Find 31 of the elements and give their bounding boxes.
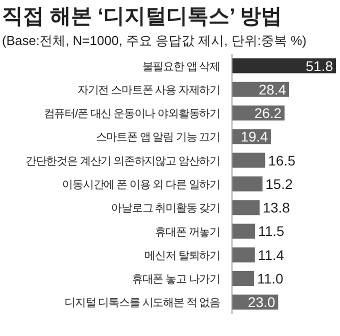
bar <box>232 247 255 262</box>
data-label: 13.8 <box>262 200 290 216</box>
bar <box>232 270 254 286</box>
y-tick-label: 스마트폰 앱 알림 기능 끄기 <box>96 132 220 144</box>
bar <box>232 224 256 239</box>
bar <box>232 58 336 74</box>
y-tick-label: 컴퓨터/폰 대신 운동이나 야외활동하기 <box>44 108 220 120</box>
bar <box>232 200 260 216</box>
y-tick-label: 메신저 탈퇴하기 <box>144 250 220 262</box>
data-label: 19.4 <box>240 128 268 145</box>
y-tick-label: 불필요한 앱 삭제 <box>142 60 220 73</box>
y-tick-label: 이동시간에 폰 이용 외 다른 일하기 <box>62 179 220 191</box>
data-label: 23.0 <box>248 294 276 310</box>
chart-subtitle: (Base:전체, N=1000, 주요 응답값 제시, 단위:중복 %) <box>1 32 308 50</box>
data-label: 51.8 <box>306 58 334 74</box>
data-label: 15.2 <box>266 176 293 192</box>
data-label: 11.5 <box>258 223 285 240</box>
y-tick-label: 간단한것은 계산기 의존하지않고 암산하기 <box>25 155 220 168</box>
data-label: 16.5 <box>268 152 296 168</box>
y-tick-label: 휴대폰 꺼놓기 <box>155 226 220 238</box>
y-tick-label: 디지털 디톡스를 시도해본 적 없음 <box>64 297 221 310</box>
data-label: 26.2 <box>254 105 282 122</box>
y-tick-label: 자기전 스마트폰 사용 자제하기 <box>77 84 220 96</box>
bar <box>232 176 263 192</box>
y-tick-label: 아날로그 취미활동 갖기 <box>111 202 220 215</box>
data-label: 28.4 <box>258 81 286 98</box>
bar <box>232 152 266 168</box>
chart-title: 직접 해본 ‘디지털디톡스’ 방법 <box>1 4 284 30</box>
y-tick-label: 휴대폰 놓고 나가기 <box>132 274 220 286</box>
data-label: 11.0 <box>257 270 284 286</box>
data-label: 11.4 <box>258 246 284 263</box>
